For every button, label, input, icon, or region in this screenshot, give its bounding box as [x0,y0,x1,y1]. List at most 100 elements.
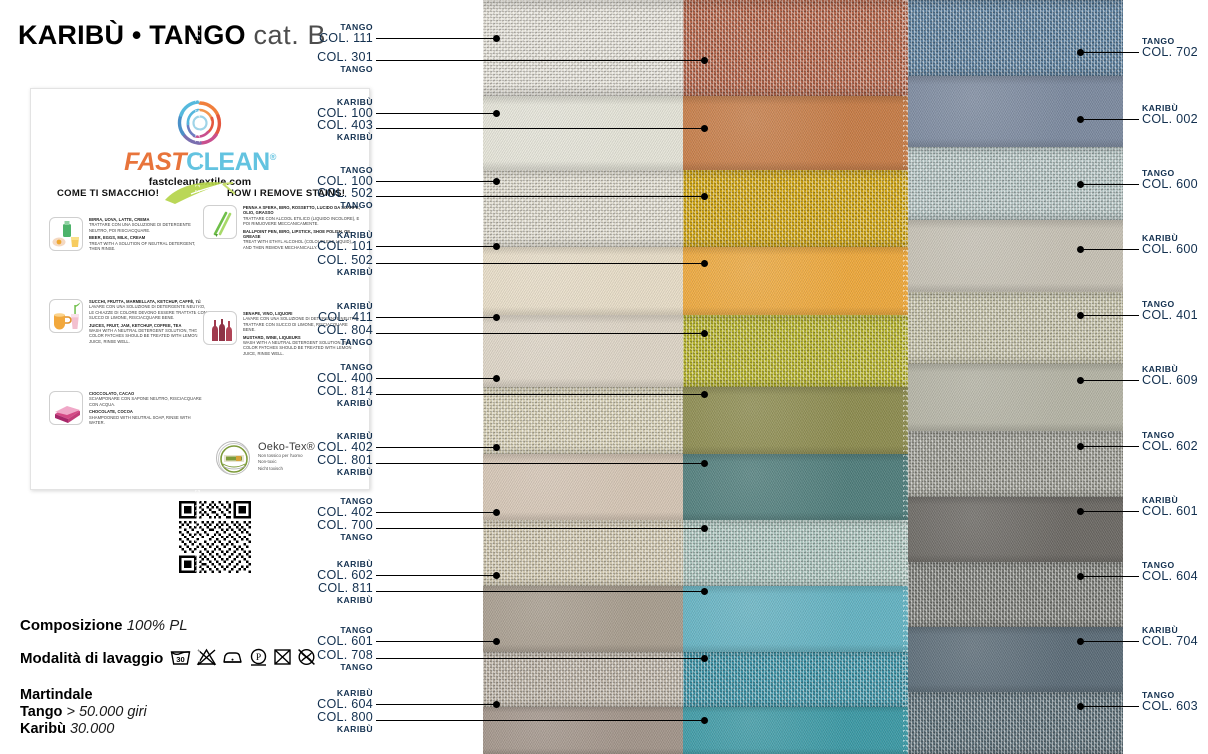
fabric-texture [908,431,1123,497]
callout-leader-line [376,575,497,576]
fabric-swatch [683,520,908,586]
callout-label: TANGO COL. 602 [1142,430,1208,454]
fabric-texture [908,497,1123,562]
fabric-swatch [483,520,683,586]
stain-title-it: CIOCCOLATO, CACAO [89,391,135,396]
callout-brand: KARIBÙ [1142,625,1179,635]
oeko-tex-sub-en: Non-toxic [258,459,277,465]
callout-leader-line [376,463,705,464]
callout-label: COL. 502 KARIBÙ [273,253,373,277]
fabric-shading [483,652,683,707]
fabric-swatch [908,220,1123,292]
callout-dot [1077,377,1084,384]
callout-brand: TANGO [1142,430,1175,440]
fabric-swatch [483,96,683,170]
svg-text:P: P [256,653,261,663]
callout-leader-line [376,512,497,513]
callout-leader-line [1080,315,1139,316]
fabric-texture [483,520,683,586]
callout-label: COL. 708 TANGO [273,648,373,672]
swatch-column-center [683,0,908,754]
fabric-texture [683,454,908,520]
fabric-swatch [908,692,1123,754]
stain-title-en: BEER, EGGS, MILK, CREAM [89,235,146,241]
heading-english: HOW I REMOVE STAINS! [227,188,346,199]
pinked-edge [903,0,908,754]
callout-colour: COL. 411 [318,310,373,325]
stain-text: PENNA A SFERA, BIRO, ROSSETTO, LUCIDO DA… [243,205,361,250]
eggs-milk-icon [49,217,83,251]
callout-leader-line [1080,380,1139,381]
fabric-shading [908,292,1123,364]
callout-colour: COL. 604 [1142,569,1198,584]
callout-colour: COL. 100 [317,106,373,121]
page-title-bold: KARIBÙ • TANGO [18,20,246,50]
callout-label: TANGO COL. 600 [1142,168,1208,192]
callout-dot [493,444,500,451]
callout-label: TANGO COL. 402 [273,496,373,520]
fabric-swatch [908,431,1123,497]
callout-leader-line [376,246,497,247]
callout-dot [493,572,500,579]
callout-dot [701,460,708,467]
callout-dot [701,193,708,200]
stain-body-en: WASH WITH A NEUTRAL DETERGENT SOLUTION, … [89,327,198,344]
fabric-swatch [483,454,683,520]
callout-dot [701,57,708,64]
callout-dot [1077,49,1084,56]
callout-brand: KARIBÙ [1142,103,1179,113]
oeko-tex-sub-de: Nicht toxisch [258,465,283,471]
callout-leader-line [376,196,705,197]
callout-dot [493,110,500,117]
callout-dot [1077,508,1084,515]
callout-brand: KARIBÙ [336,301,373,311]
fabric-texture [683,586,908,652]
fabric-texture [908,627,1123,692]
qr-code-icon[interactable] [179,501,251,573]
stain-body-it: TRATTARE CON UNA SOLUZIONE DI DETERGENTE… [89,222,191,233]
fabric-texture [683,315,908,387]
callout-label: TANGO COL. 604 [1142,560,1208,584]
fabric-shading [683,315,908,387]
registered-mark: ® [269,152,277,162]
callout-brand: TANGO [340,63,373,74]
fabric-shading [908,76,1123,147]
callout-label: TANGO COL. 603 [1142,690,1208,714]
callout-brand: TANGO [340,625,373,635]
callout-dot [493,701,500,708]
fabric-swatch [683,0,908,96]
fabric-texture [908,692,1123,754]
callout-label: KARIBÙ COL. 002 [1142,103,1208,127]
callout-brand: KARIBÙ [336,230,373,240]
fabric-swatch [483,652,683,707]
callout-brand: TANGO [1142,690,1175,700]
callout-dot [701,717,708,724]
stain-body-it: LAVARE CON UNA SOLUZIONE DI DETERGENTE N… [89,304,207,321]
heading-italian: COME TI SMACCHIO! [57,188,160,199]
fastclean-care-card: FASTCLEAN® fastcleantextile.com COME TI … [30,88,373,573]
fabric-swatch [908,0,1123,76]
fabric-texture [483,247,683,315]
callout-label: TANGO COL. 400 [273,362,373,386]
callout-leader-line [376,263,705,264]
callout-brand: TANGO [340,336,373,347]
stain-title-it: PENNA A SFERA, BIRO, ROSSETTO, LUCIDO DA… [243,205,360,216]
fabric-shading [483,454,683,520]
callout-dot [1077,246,1084,253]
fabric-texture [908,0,1123,76]
fabric-shading [683,586,908,652]
callout-leader-line [376,704,497,705]
callout-colour: COL. 502 [317,253,373,267]
wordmark-fast: FAST [124,148,187,176]
fabric-swatch-grid [483,0,908,754]
oeko-tex-text: Oeko-Tex® Non tossico per l'uomo Non-tox… [258,441,373,472]
page-title: KARIBÙ • TANGO cat. B [18,20,326,51]
callout-colour: COL. 101 [317,239,373,254]
fabric-swatch [483,315,683,387]
fabric-shading [483,170,683,247]
callout-brand: TANGO [1142,560,1175,570]
callout-label: COL. 811 KARIBÙ [273,581,373,605]
callout-leader-line [376,333,705,334]
fabric-texture [683,170,908,247]
stain-title-en: CHOCOLATE, COCOA [89,409,133,415]
